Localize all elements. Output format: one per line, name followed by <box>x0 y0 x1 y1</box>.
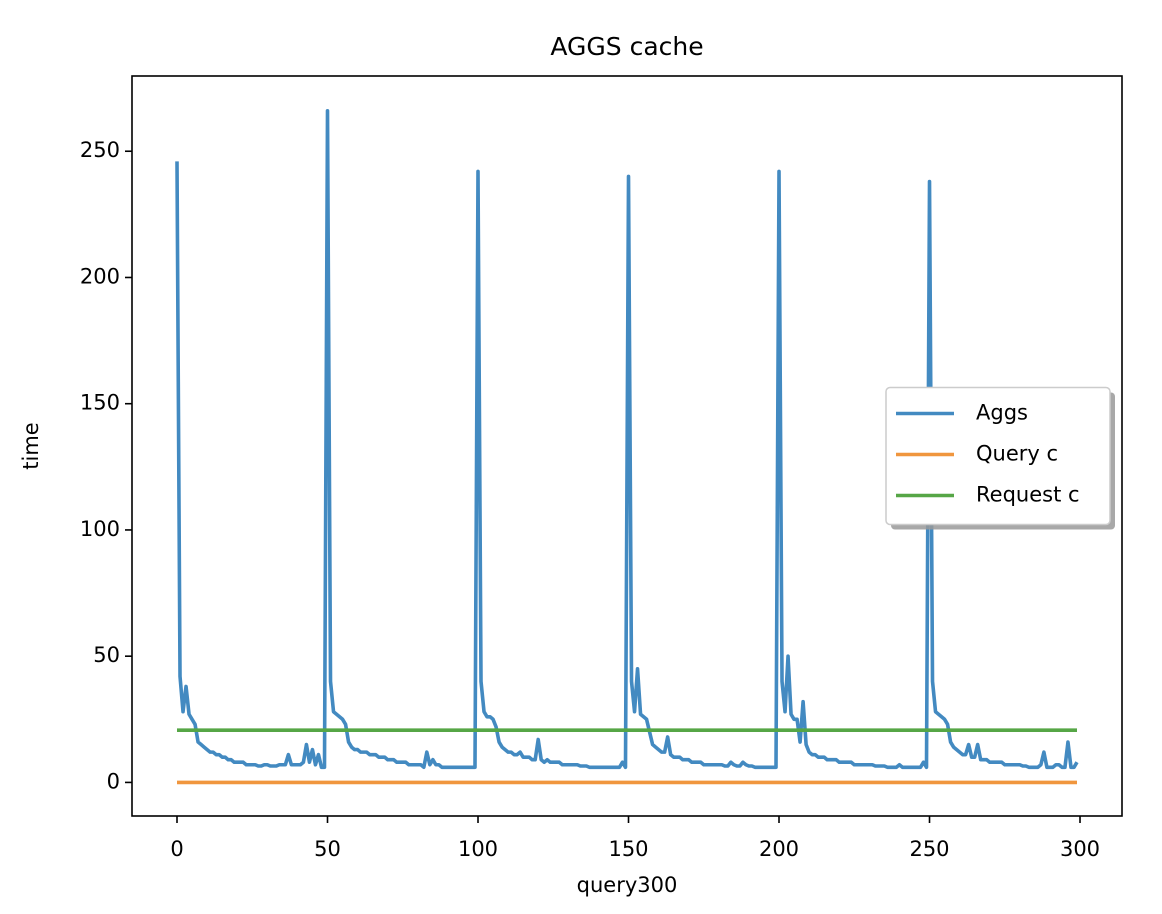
y-tick-label: 50 <box>93 643 120 667</box>
plot-frame <box>131 75 1123 817</box>
x-tick-label: 150 <box>608 837 648 861</box>
y-tick-label: 250 <box>80 138 120 162</box>
legend: Aggs Query c Request c <box>885 386 1115 530</box>
x-axis-label: query300 <box>577 873 678 897</box>
x-tick-label: 0 <box>170 837 183 861</box>
legend-label: Request c <box>976 483 1080 507</box>
y-tick-label: 0 <box>107 769 120 793</box>
x-tick-label: 50 <box>314 837 341 861</box>
x-tick-label: 300 <box>1060 837 1100 861</box>
legend-label: Query c <box>976 442 1058 466</box>
line-series <box>175 109 1079 770</box>
y-tick-label: 200 <box>80 264 120 288</box>
x-tick-label: 250 <box>909 837 949 861</box>
x-tick-label: 100 <box>458 837 498 861</box>
y-axis-label: time <box>19 422 43 469</box>
legend-box <box>885 386 1111 526</box>
y-tick-label: 150 <box>80 391 120 415</box>
y-tick-label: 100 <box>80 517 120 541</box>
x-tick-label: 200 <box>759 837 799 861</box>
legend-label: Aggs <box>976 401 1028 425</box>
chart-title: AGGS cache <box>550 32 703 61</box>
